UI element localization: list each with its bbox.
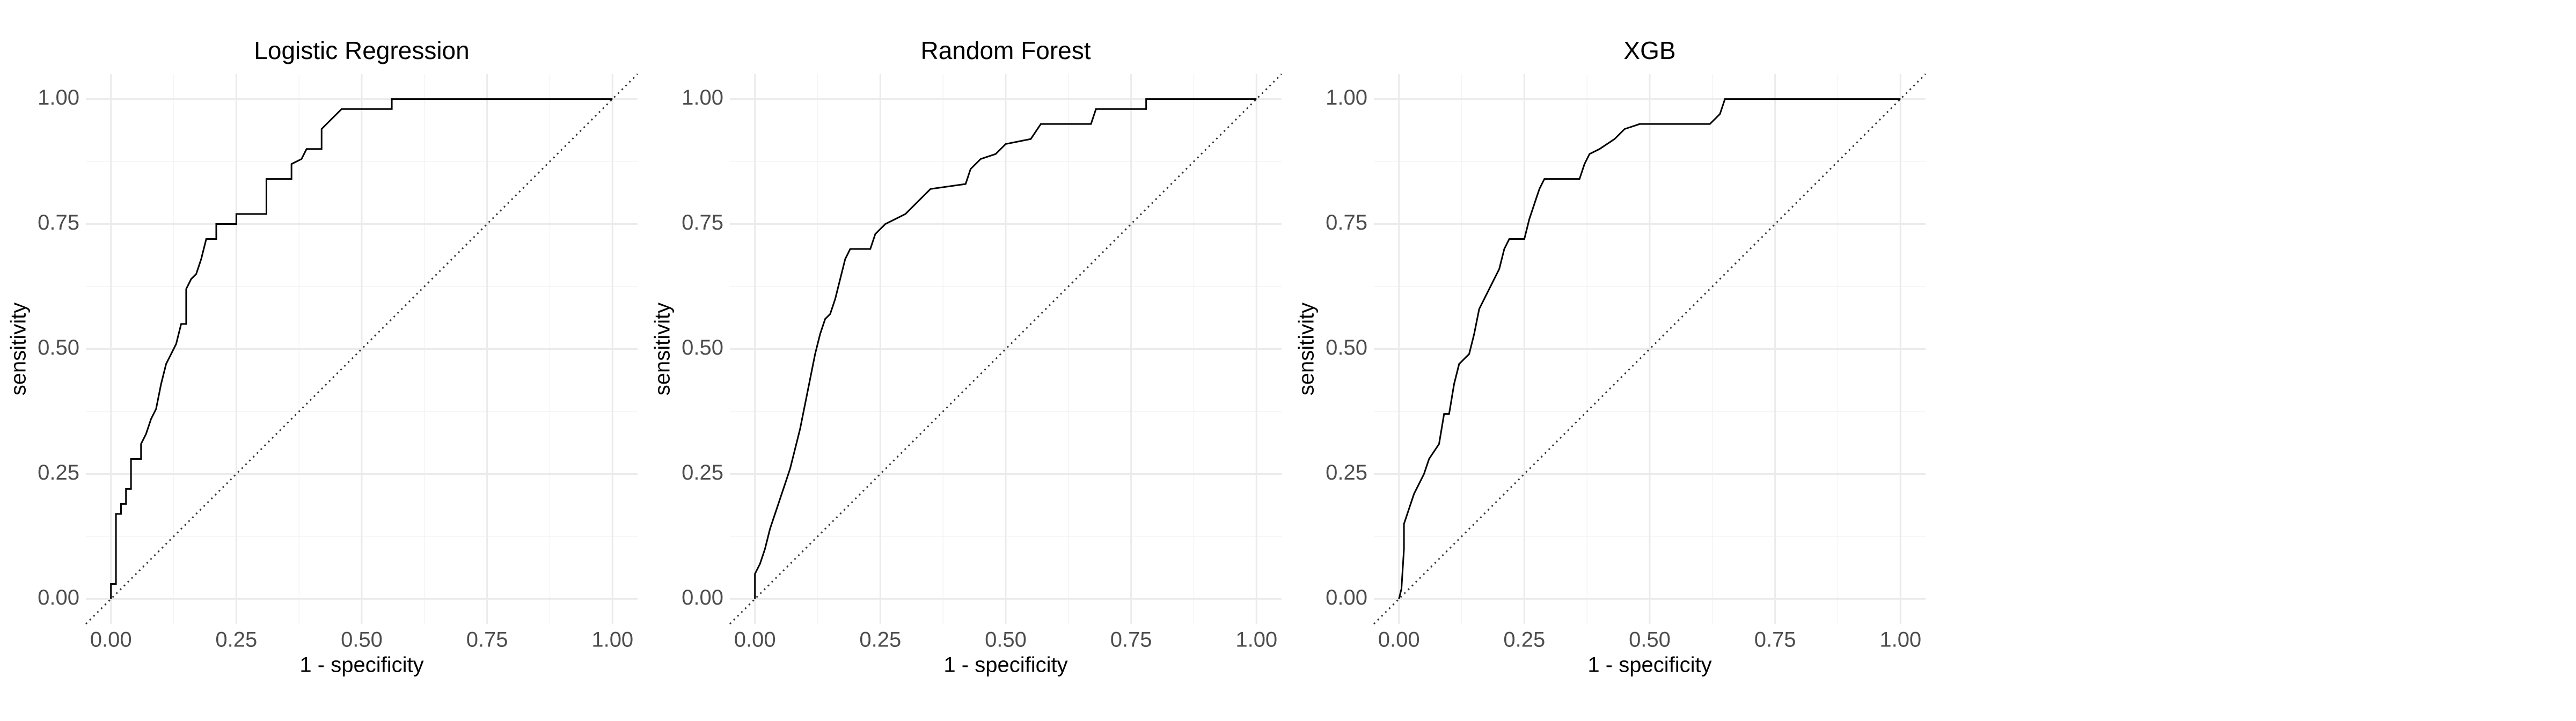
y-tick-label: 0.00: [38, 586, 79, 609]
x-tick-label: 0.00: [734, 628, 776, 652]
y-tick-label: 0.50: [1326, 336, 1367, 359]
x-axis-label: 1 - specificity: [299, 653, 423, 677]
x-tick-label: 0.75: [1110, 628, 1152, 652]
x-tick-label: 0.00: [90, 628, 132, 652]
reference-diagonal: [85, 73, 639, 625]
x-tick-label: 1.00: [591, 628, 633, 652]
x-tick-label: 1.00: [1235, 628, 1277, 652]
y-tick-label: 0.75: [38, 211, 79, 234]
x-tick-label: 0.25: [1503, 628, 1545, 652]
y-tick-label: 0.25: [1326, 461, 1367, 484]
x-tick-label: 1.00: [1879, 628, 1921, 652]
y-tick-label: 0.25: [38, 461, 79, 484]
x-tick-label: 0.75: [466, 628, 508, 652]
reference-diagonal: [729, 73, 1283, 625]
y-tick-label: 0.50: [38, 336, 79, 359]
y-tick-label: 1.00: [1326, 86, 1367, 109]
y-tick-label: 0.25: [682, 461, 723, 484]
x-tick-label: 0.25: [859, 628, 901, 652]
y-tick-label: 1.00: [682, 86, 723, 109]
roc-curve: [110, 98, 613, 599]
x-tick-label: 0.00: [1378, 628, 1420, 652]
y-tick-label: 0.00: [682, 586, 723, 609]
y-tick-label: 0.75: [682, 211, 723, 234]
chart-title: XGB: [1623, 36, 1675, 64]
y-axis-label: sensitivity: [1295, 303, 1319, 395]
roc-curve: [754, 98, 1257, 599]
y-axis-label: sensitivity: [7, 303, 31, 395]
x-axis-label: 1 - specificity: [1587, 653, 1711, 677]
panel: 0.00 0.25 0.50 0.75 1.00 0.00 0.25 0.50 0.75 1.00…: [1295, 36, 1927, 677]
x-axis-label: 1 - specificity: [943, 653, 1067, 677]
y-tick-label: 1.00: [38, 86, 79, 109]
chart-title: Random Forest: [920, 36, 1091, 64]
panel: 0.00 0.25 0.50 0.75 1.00 0.00 0.25 0.50 0.75 1.00…: [651, 36, 1283, 677]
x-tick-label: 0.25: [215, 628, 257, 652]
chart-title: Logistic Regression: [254, 36, 469, 64]
x-tick-label: 0.50: [1629, 628, 1671, 652]
reference-diagonal: [1373, 73, 1927, 625]
x-tick-label: 0.50: [985, 628, 1027, 652]
roc-curve: [1398, 98, 1901, 599]
x-tick-label: 0.75: [1754, 628, 1796, 652]
y-axis-label: sensitivity: [651, 303, 675, 395]
y-tick-label: 0.50: [682, 336, 723, 359]
y-tick-label: 0.00: [1326, 586, 1367, 609]
y-tick-label: 0.75: [1326, 211, 1367, 234]
x-tick-label: 0.50: [341, 628, 383, 652]
